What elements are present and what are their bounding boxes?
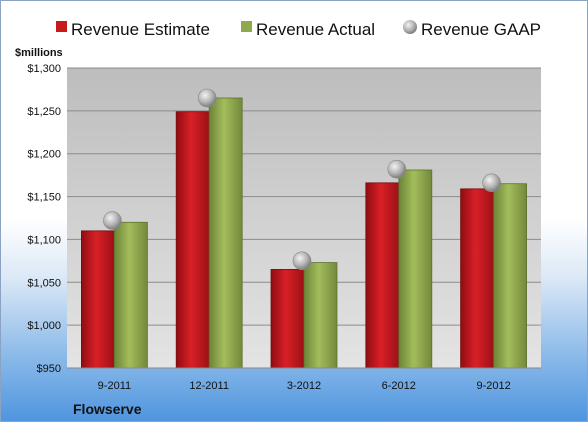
estimate-bar xyxy=(81,230,115,369)
y-tick-label: $1,050 xyxy=(27,277,61,289)
legend-label-estimate: Revenue Estimate xyxy=(71,20,210,39)
x-axis-ticks: 9-2011 12-2011 3-2012 6-2012 9-2012 xyxy=(98,380,511,392)
estimate-bar xyxy=(175,111,210,369)
legend: Revenue Estimate Revenue Actual Revenue … xyxy=(56,20,541,39)
x-tick-label: 9-2011 xyxy=(98,380,131,392)
y-tick-label: $1,250 xyxy=(27,106,61,118)
gaap-marker xyxy=(103,211,122,230)
estimate-bar xyxy=(270,269,305,369)
actual-bar xyxy=(208,97,243,369)
y-tick-label: $950 xyxy=(37,363,61,375)
gaap-markers xyxy=(103,88,501,271)
x-tick-label: 9-2012 xyxy=(476,380,510,392)
legend-swatch-actual xyxy=(241,21,252,32)
actual-bar xyxy=(114,221,148,369)
y-tick-label: $1,150 xyxy=(27,192,61,204)
estimate-bar xyxy=(460,188,495,369)
y-tick-label: $1,100 xyxy=(27,234,61,246)
y-tick-label: $1,300 xyxy=(27,63,61,75)
y-tick-label: $1,000 xyxy=(27,320,61,332)
company-name: Flowserve xyxy=(73,401,142,417)
x-tick-label: 3-2012 xyxy=(287,380,321,392)
actual-bar xyxy=(398,169,433,369)
legend-label-gaap: Revenue GAAP xyxy=(421,20,541,39)
estimate-bar xyxy=(365,182,400,369)
legend-label-actual: Revenue Actual xyxy=(256,20,375,39)
legend-swatch-estimate xyxy=(56,21,67,32)
x-tick-label: 12-2011 xyxy=(189,380,229,392)
gaap-marker xyxy=(292,251,312,271)
gaap-marker xyxy=(387,159,407,179)
gaap-marker xyxy=(197,88,217,108)
x-tick-label: 6-2012 xyxy=(382,380,416,392)
actual-bar xyxy=(493,183,528,369)
gaap-marker xyxy=(482,173,501,193)
y-axis-unit-label: $millions xyxy=(15,47,63,59)
y-tick-label: $1,200 xyxy=(27,149,61,161)
legend-marker-gaap xyxy=(403,20,417,34)
actual-bar xyxy=(303,262,338,369)
y-axis-ticks: $950 $1,000 $1,050 $1,100 $1,150 $1,200 $1,250… xyxy=(27,63,61,375)
